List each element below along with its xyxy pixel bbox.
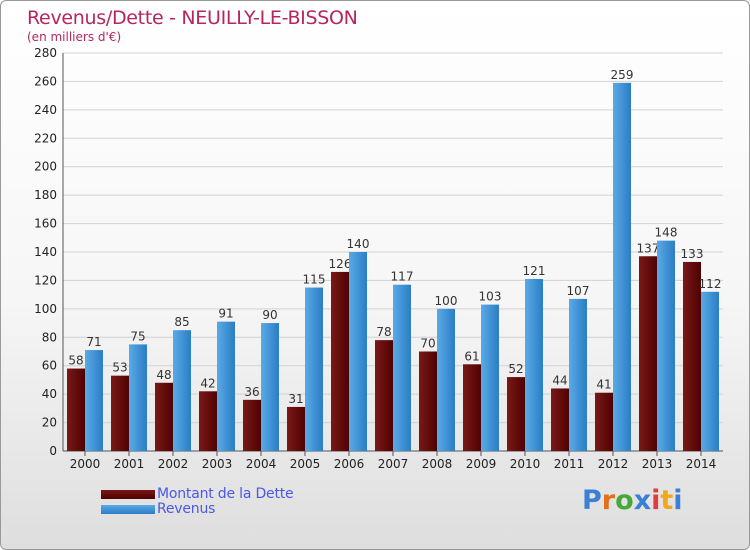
x-tick-label: 2014 [686,457,717,471]
x-tick-label: 2004 [246,457,277,471]
bar-dette-2003 [199,391,217,451]
y-tick-label: 200 [34,160,57,174]
legend-label-revenus: Revenus [157,501,216,517]
y-tick-label: 120 [34,273,57,287]
y-tick-label: 140 [34,245,57,259]
x-tick-label: 2007 [378,457,409,471]
data-label-revenus: 140 [347,237,370,251]
data-label-revenus: 100 [435,294,458,308]
y-tick-label: 80 [42,330,57,344]
data-label-dette: 41 [596,378,611,392]
y-tick-label: 40 [42,387,57,401]
x-tick-label: 2009 [466,457,497,471]
y-tick-label: 20 [42,416,57,430]
bar-revenus-2014 [701,291,719,451]
data-label-revenus: 115 [303,273,326,287]
y-tick-label: 280 [34,46,57,60]
bar-revenus-2002 [173,330,191,451]
bar-revenus-2001 [129,344,147,451]
bar-dette-2012 [595,392,613,451]
data-label-dette: 44 [552,373,567,387]
y-tick-label: 60 [42,359,57,373]
x-tick-label: 2000 [70,457,101,471]
x-tick-label: 2013 [642,457,673,471]
data-label-dette: 126 [329,257,352,271]
bar-revenus-2010 [525,279,543,451]
bar-dette-2002 [155,382,173,451]
y-tick-label: 180 [34,188,57,202]
legend-swatch-dette [101,490,155,499]
bar-revenus-2008 [437,308,455,451]
legend-swatch-revenus [101,505,155,514]
data-label-dette: 36 [244,385,259,399]
data-label-revenus: 259 [611,68,634,82]
data-label-dette: 52 [508,362,523,376]
x-tick-label: 2010 [510,457,541,471]
legend-label-dette: Montant de la Dette [157,486,294,502]
data-label-dette: 58 [68,354,83,368]
proxiti-logo: Proxiti [582,485,683,516]
bar-revenus-2012 [613,82,631,451]
data-label-revenus: 91 [218,307,233,321]
data-label-revenus: 117 [391,270,414,284]
x-tick-label: 2003 [202,457,233,471]
y-tick-label: 160 [34,217,57,231]
data-label-revenus: 121 [523,264,546,278]
data-label-revenus: 103 [479,290,502,304]
data-label-dette: 48 [156,368,171,382]
data-label-revenus: 112 [699,277,722,291]
chart-title: Revenus/Dette - NEUILLY-LE-BISSON [27,7,358,29]
data-label-revenus: 85 [174,315,189,329]
data-label-revenus: 71 [86,335,101,349]
data-label-revenus: 90 [262,308,277,322]
bar-dette-2000 [67,368,85,451]
y-tick-label: 220 [34,131,57,145]
bar-dette-2001 [111,375,129,451]
bar-dette-2009 [463,364,481,451]
bar-revenus-2013 [657,240,675,451]
data-label-dette: 70 [420,337,435,351]
y-tick-label: 100 [34,302,57,316]
x-tick-label: 2011 [554,457,585,471]
data-label-dette: 42 [200,376,215,390]
data-label-revenus: 107 [567,284,590,298]
y-tick-label: 260 [34,74,57,88]
bar-dette-2004 [243,399,261,451]
x-tick-label: 2006 [334,457,365,471]
data-label-dette: 78 [376,325,391,339]
x-tick-label: 2002 [158,457,189,471]
bar-revenus-2004 [261,323,279,451]
x-tick-label: 2008 [422,457,453,471]
bar-revenus-2009 [481,304,499,451]
bar-revenus-2005 [305,287,323,451]
bar-revenus-2003 [217,321,235,451]
data-label-dette: 61 [464,349,479,363]
x-tick-label: 2005 [290,457,321,471]
bar-revenus-2011 [569,298,587,451]
data-label-revenus: 148 [655,226,678,240]
bar-dette-2005 [287,406,305,451]
bar-revenus-2000 [85,350,103,451]
bar-revenus-2006 [349,252,367,451]
x-tick-label: 2012 [598,457,629,471]
bar-dette-2014 [683,261,701,451]
x-tick-label: 2001 [114,457,145,471]
bar-dette-2007 [375,340,393,451]
data-label-dette: 31 [288,392,303,406]
data-label-dette: 137 [637,241,660,255]
data-label-dette: 133 [681,247,704,261]
bar-dette-2006 [331,271,349,451]
bar-revenus-2007 [393,284,411,451]
data-label-dette: 53 [112,361,127,375]
bar-dette-2011 [551,388,569,451]
chart-subtitle: (en milliers d'€) [27,30,122,44]
data-label-revenus: 75 [130,329,145,343]
bar-dette-2013 [639,256,657,451]
y-tick-label: 240 [34,103,57,117]
bar-dette-2010 [507,377,525,451]
bar-dette-2008 [419,351,437,451]
y-tick-label: 0 [49,444,57,458]
